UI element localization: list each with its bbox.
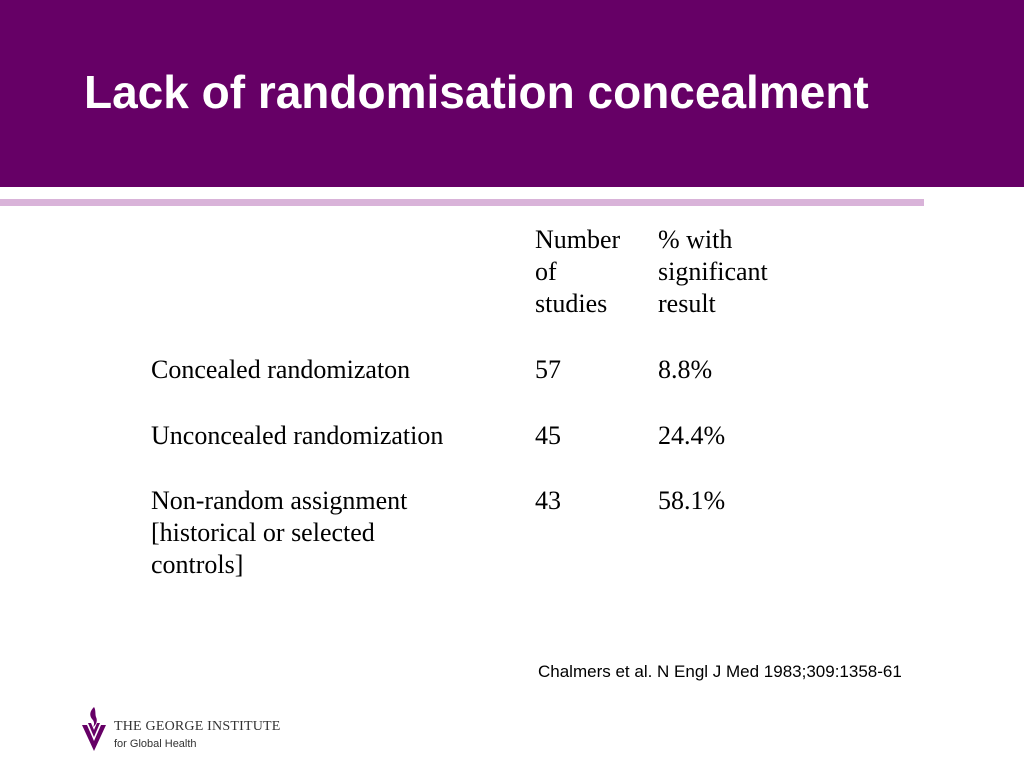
logo-line-subtitle: for Global Health (114, 738, 197, 750)
row-label-unconcealed: Unconcealed randomization (151, 421, 444, 450)
row-percent-concealed: 8.8% (658, 355, 713, 384)
title-banner: Lack of randomisation concealment (0, 0, 1024, 187)
logo-line-institute: THE GEORGE INSTITUTE (114, 719, 281, 734)
george-institute-logo: THE GEORGE INSTITUTE for Global Health (80, 705, 300, 755)
row-studies-non-random: 43 (535, 486, 561, 515)
row-studies-concealed: 57 (535, 355, 561, 384)
row-label-non-random: Non-random assignment [historical or sel… (151, 486, 408, 579)
header-percent-significant: % with significant result (658, 225, 768, 318)
citation: Chalmers et al. N Engl J Med 1983;309:13… (538, 662, 902, 681)
row-percent-unconcealed: 24.4% (658, 421, 726, 450)
row-percent-non-random: 58.1% (658, 486, 726, 515)
row-label-concealed: Concealed randomizaton (151, 355, 411, 384)
divider-rule (0, 199, 924, 206)
george-institute-emblem-icon (82, 707, 106, 751)
row-studies-unconcealed: 45 (535, 421, 561, 450)
header-number-of-studies: Number of studies (535, 225, 621, 318)
slide-title: Lack of randomisation concealment (84, 66, 869, 118)
